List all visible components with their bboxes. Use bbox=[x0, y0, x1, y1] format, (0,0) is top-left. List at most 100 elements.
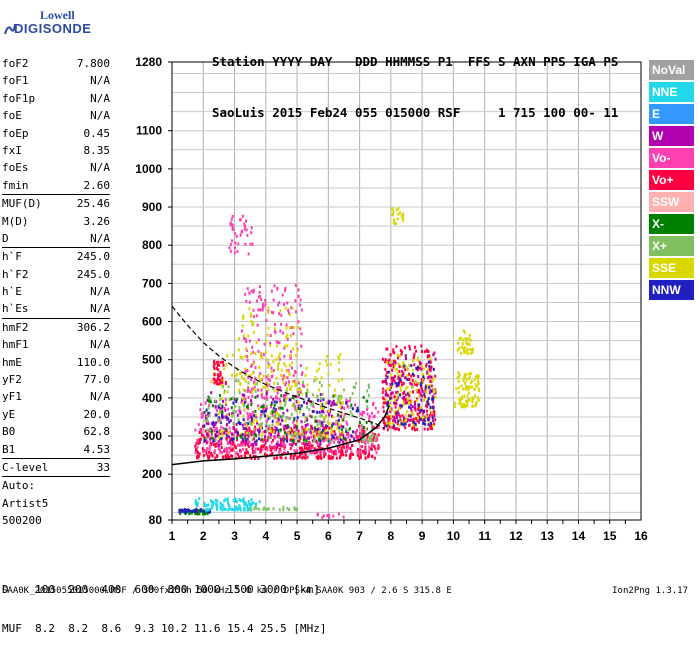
x-tick-label: 6 bbox=[325, 529, 332, 543]
echo-point bbox=[244, 219, 247, 223]
echo-point bbox=[243, 397, 246, 401]
echo-point bbox=[288, 429, 291, 433]
echo-point bbox=[386, 375, 389, 379]
echo-point bbox=[340, 438, 343, 442]
echo-point bbox=[383, 379, 386, 383]
echo-point bbox=[328, 401, 331, 405]
echo-point bbox=[385, 374, 388, 378]
echo-point bbox=[427, 402, 430, 406]
echo-point bbox=[208, 445, 211, 449]
echo-point bbox=[200, 415, 203, 419]
echo-point bbox=[454, 401, 457, 405]
echo-point bbox=[213, 451, 216, 455]
echo-point bbox=[332, 436, 335, 440]
echo-point bbox=[212, 364, 215, 368]
echo-point bbox=[278, 352, 281, 356]
echo-point bbox=[332, 394, 335, 398]
echo-point bbox=[429, 360, 432, 364]
echo-point bbox=[423, 422, 426, 426]
echo-point bbox=[465, 399, 468, 403]
echo-point bbox=[407, 414, 410, 418]
echo-point bbox=[417, 374, 420, 378]
echo-point bbox=[245, 228, 248, 232]
echo-point bbox=[246, 233, 249, 237]
echo-point bbox=[205, 421, 208, 425]
echo-point bbox=[258, 295, 261, 299]
echo-point bbox=[294, 424, 297, 428]
echo-point bbox=[283, 437, 286, 441]
echo-point bbox=[253, 433, 256, 437]
muf-table: D 100 200 400 600 800 1000 1500 3000 [km… bbox=[2, 557, 327, 648]
echo-point bbox=[306, 455, 309, 459]
echo-point bbox=[401, 369, 404, 373]
echo-point bbox=[254, 366, 257, 370]
echo-point bbox=[310, 415, 313, 419]
echo-point bbox=[265, 424, 268, 428]
echo-point bbox=[288, 354, 291, 358]
d-row: D 100 200 400 600 800 1000 1500 3000 [km… bbox=[2, 583, 320, 596]
echo-point bbox=[234, 404, 237, 408]
echo-point bbox=[272, 507, 275, 511]
param-value: 77.0 bbox=[83, 373, 111, 387]
echo-point bbox=[212, 421, 215, 425]
echo-point bbox=[413, 381, 416, 385]
echo-point bbox=[398, 393, 401, 397]
echo-point bbox=[331, 402, 334, 406]
x-tick-label: 12 bbox=[509, 529, 523, 543]
echo-point bbox=[232, 432, 235, 436]
echo-point bbox=[270, 440, 273, 444]
echo-point bbox=[388, 425, 391, 429]
echo-point bbox=[394, 368, 397, 372]
echo-point bbox=[243, 508, 246, 512]
echo-point bbox=[461, 338, 464, 342]
echo-point bbox=[430, 365, 433, 369]
echo-point bbox=[237, 443, 240, 447]
echo-point bbox=[391, 379, 394, 383]
echo-point bbox=[469, 338, 472, 342]
echo-point bbox=[413, 363, 416, 367]
echo-point bbox=[393, 424, 396, 428]
echo-point bbox=[366, 408, 369, 412]
echo-point bbox=[211, 503, 214, 507]
echo-point bbox=[398, 423, 401, 427]
echo-point bbox=[359, 435, 362, 439]
echo-point bbox=[346, 404, 349, 408]
echo-point bbox=[236, 508, 239, 512]
echo-point bbox=[299, 327, 302, 331]
echo-point bbox=[254, 425, 257, 429]
echo-point bbox=[417, 388, 420, 392]
echo-point bbox=[192, 509, 195, 513]
echo-point bbox=[217, 440, 220, 444]
echo-point bbox=[359, 433, 362, 437]
echo-point bbox=[278, 414, 281, 418]
echo-point bbox=[420, 344, 423, 348]
echo-point bbox=[401, 383, 404, 387]
echo-point bbox=[289, 356, 292, 360]
echo-point bbox=[305, 401, 308, 405]
echo-point bbox=[179, 512, 182, 516]
parameter-panel: foF2 7.800 foF1 N/A foF1p N/A foE N/A foEp 0.45 fx… bbox=[2, 55, 110, 530]
echo-point bbox=[228, 246, 231, 250]
echo-point bbox=[240, 432, 243, 436]
echo-point bbox=[342, 431, 345, 435]
echo-point bbox=[316, 430, 319, 434]
echo-point bbox=[223, 447, 226, 451]
echo-point bbox=[288, 442, 291, 446]
echo-point bbox=[386, 360, 389, 364]
echo-point bbox=[207, 399, 210, 403]
echo-point bbox=[284, 401, 287, 405]
echo-point bbox=[219, 432, 222, 436]
echo-point bbox=[303, 446, 306, 450]
echo-point bbox=[250, 498, 253, 502]
echo-point bbox=[428, 375, 431, 379]
echo-point bbox=[368, 415, 371, 419]
echo-point bbox=[244, 337, 247, 341]
echo-point bbox=[296, 326, 299, 330]
echo-point bbox=[326, 431, 329, 435]
echo-point bbox=[337, 418, 340, 422]
echo-point bbox=[239, 508, 242, 512]
echo-point bbox=[393, 410, 396, 414]
echo-point bbox=[399, 211, 402, 215]
echo-point bbox=[289, 438, 292, 442]
echo-point bbox=[276, 422, 279, 426]
